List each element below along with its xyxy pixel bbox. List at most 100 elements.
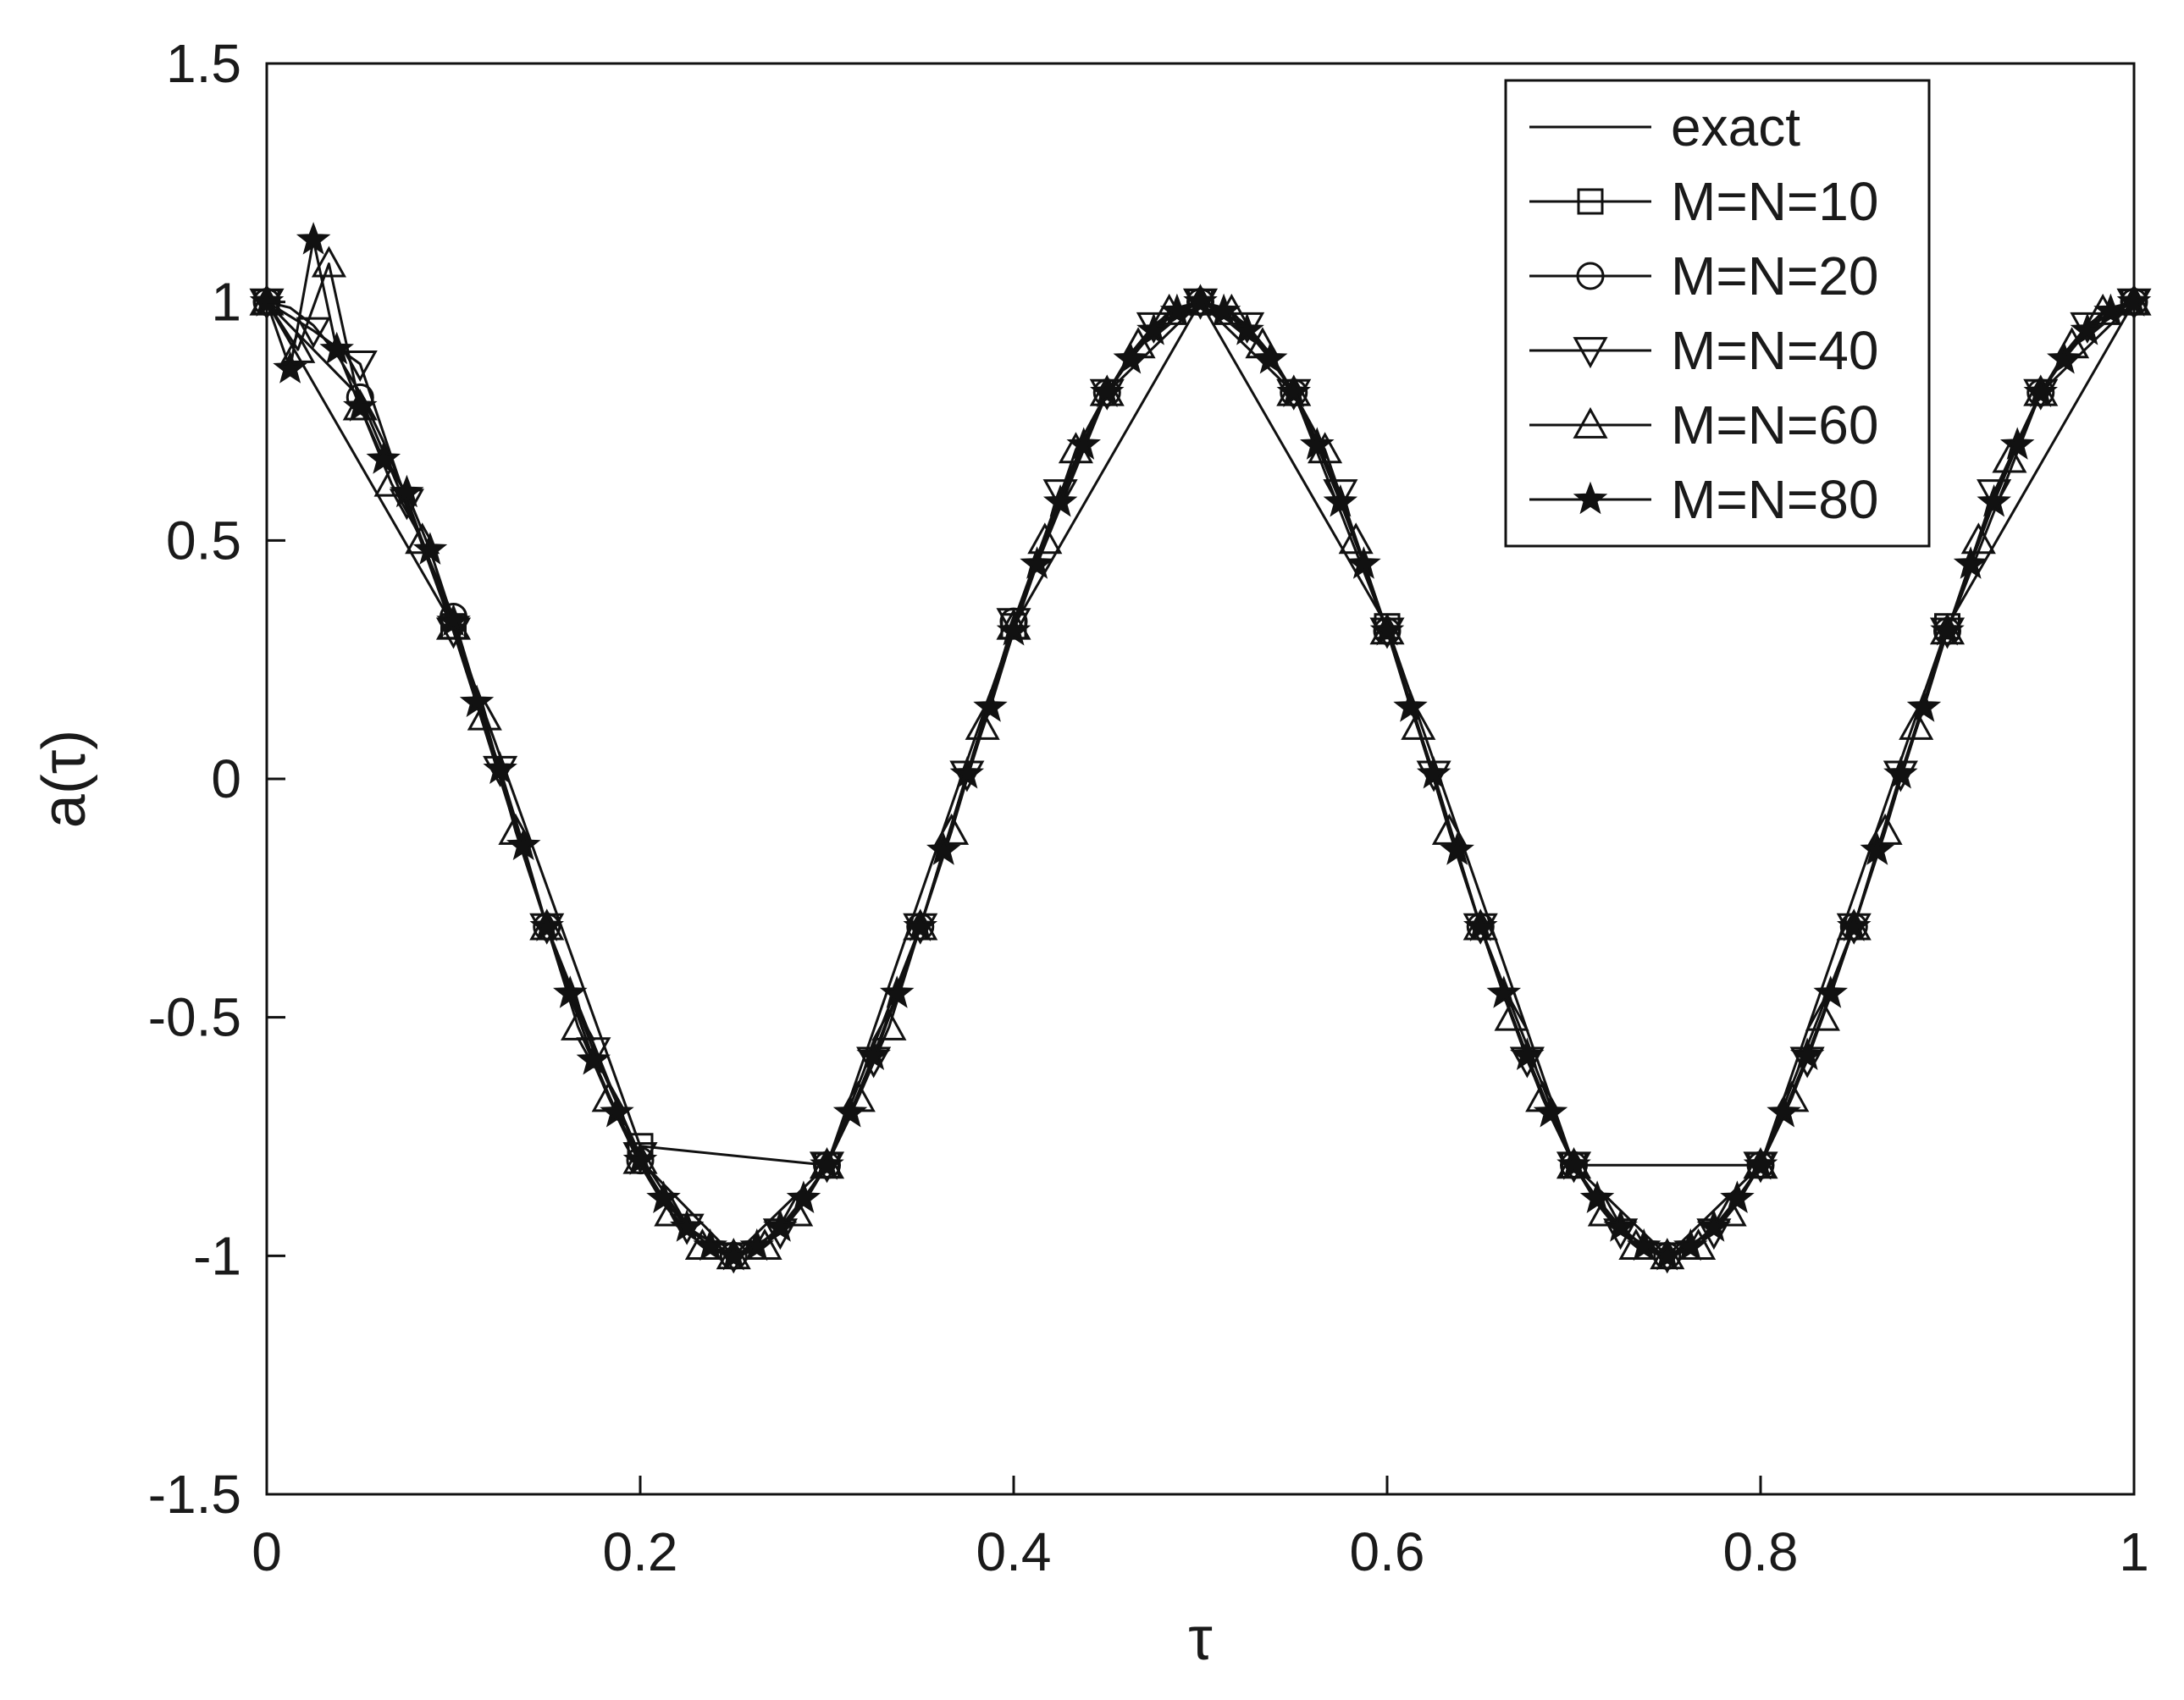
data-point (1042, 479, 1078, 511)
data-point (1556, 1147, 1591, 1180)
data-point (483, 751, 517, 784)
data-point (1813, 975, 1848, 1008)
data-point (871, 1008, 907, 1040)
data-point (1836, 908, 1872, 941)
data-point (1867, 813, 1903, 845)
data-point (273, 350, 307, 384)
data-point (810, 1147, 844, 1180)
axis-ticks: 0 0.2 0.4 0.6 0.8 1 -1.5 -1 -0.5 0 0.5 1 1.5 (148, 33, 2149, 1582)
data-point (576, 1042, 611, 1075)
legend-item: M=N=60 (1529, 395, 1878, 455)
data-point (296, 317, 331, 349)
legend-marker (1573, 481, 1608, 515)
data-point (716, 1237, 751, 1271)
data-point (1393, 689, 1428, 722)
legend-item: M=N=80 (1529, 469, 1878, 530)
data-point (949, 756, 985, 789)
data-point (1252, 341, 1288, 374)
data-point (1462, 908, 1498, 941)
data-point (996, 613, 1031, 646)
data-point (1977, 479, 2012, 511)
y-tick-label: 0 (211, 748, 241, 809)
data-point (1440, 832, 1474, 865)
data-point (1533, 1094, 1568, 1128)
x-axis-label: τ (1188, 1605, 1212, 1673)
data-point (669, 1209, 705, 1242)
data-point (561, 1008, 596, 1040)
data-point (1323, 479, 1358, 511)
data-point (1113, 341, 1148, 374)
legend-label: M=N=60 (1671, 395, 1878, 455)
data-point (1711, 1195, 1747, 1227)
data-point (1338, 522, 1374, 555)
y-tick-label: 1 (211, 272, 241, 333)
data-point (436, 603, 471, 637)
legend-box (1504, 79, 1931, 548)
data-point (412, 532, 448, 565)
data-point (903, 908, 938, 941)
x-tick-label: 0.8 (1723, 1521, 1799, 1582)
data-point (390, 474, 424, 508)
data-point (1431, 813, 1467, 845)
data-point (1136, 312, 1171, 345)
data-point (1494, 999, 1529, 1031)
data-point (1960, 522, 1996, 555)
data-point (1206, 293, 1241, 327)
data-point (1860, 832, 1895, 865)
legend-items: exact M=N=10 M=N=20 M=N=40 M=N=60 M=N=80 (1529, 97, 1878, 530)
data-point (1276, 374, 1311, 408)
legend-marker (1573, 406, 1608, 439)
data-point (319, 331, 354, 365)
data-point (1899, 708, 1934, 740)
legend-item: M=N=20 (1529, 246, 1878, 306)
y-tick-label: 0.5 (166, 510, 241, 571)
data-point (1369, 613, 1405, 646)
legend-item: M=N=10 (1529, 171, 1878, 232)
data-point (1992, 441, 2027, 473)
data-point (778, 1195, 814, 1227)
legend-label: M=N=20 (1671, 246, 1878, 306)
legend-label: M=N=10 (1671, 171, 1878, 232)
data-point (934, 813, 970, 845)
data-point (1323, 484, 1358, 517)
data-point (1906, 689, 1942, 722)
data-point (280, 331, 316, 363)
data-point (2093, 293, 2128, 327)
data-point (459, 684, 495, 718)
data-point (926, 832, 961, 865)
data-point (693, 1228, 727, 1261)
data-point (1673, 1228, 1708, 1261)
data-point (1805, 999, 1840, 1031)
legend-label: M=N=80 (1671, 469, 1878, 530)
data-point (600, 1094, 634, 1128)
data-point (1696, 1209, 1732, 1242)
data-point (1159, 293, 1195, 327)
data-point (1626, 1228, 1661, 1261)
data-point (435, 608, 472, 640)
data-point (1090, 374, 1125, 408)
y-tick-label: -0.5 (148, 987, 241, 1048)
data-point (553, 975, 588, 1008)
data-point (1401, 708, 1436, 740)
data-point (965, 708, 1000, 740)
y-axis-label: a(τ) (30, 730, 98, 828)
data-point (763, 1209, 798, 1242)
y-tick-label: -1 (193, 1225, 241, 1286)
data-point (366, 441, 401, 474)
data-point (654, 1195, 689, 1227)
data-point (1230, 312, 1264, 345)
legend-item: M=N=40 (1529, 320, 1878, 381)
data-point (622, 1142, 658, 1175)
data-point (1603, 1209, 1638, 1242)
data-point (786, 1180, 821, 1213)
data-point (1883, 756, 1918, 789)
x-tick-label: 1 (2119, 1521, 2149, 1582)
data-point (856, 1037, 891, 1070)
data-point (1300, 427, 1335, 460)
x-tick-label: 0 (252, 1521, 282, 1582)
data-point (529, 908, 565, 941)
data-point (506, 827, 541, 861)
data-point (1650, 1237, 1685, 1271)
data-point (1066, 427, 1101, 460)
data-point (1743, 1147, 1778, 1180)
